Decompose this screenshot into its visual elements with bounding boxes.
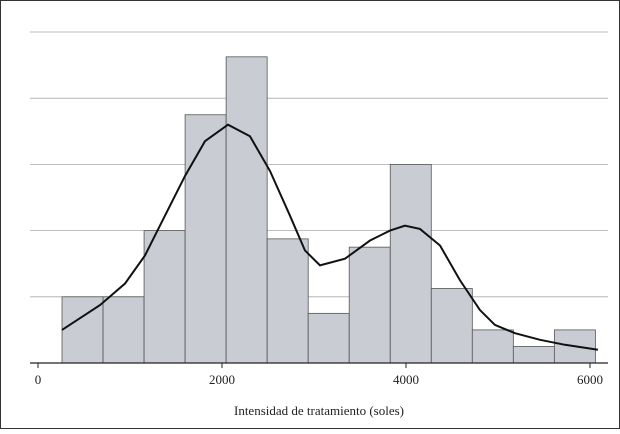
density-curve <box>61 123 599 351</box>
bar <box>512 346 555 364</box>
bar <box>348 246 391 364</box>
bar <box>430 288 473 364</box>
x-tick-label: 4000 <box>393 372 419 387</box>
bar <box>143 230 186 364</box>
bar <box>266 238 309 364</box>
x-tick-label: 6000 <box>577 372 603 387</box>
bar <box>225 56 268 364</box>
x-tick-label: 0 <box>35 372 42 387</box>
bar <box>102 296 145 364</box>
bar <box>389 163 432 364</box>
x-tick-label: 2000 <box>209 372 235 387</box>
bar <box>471 329 514 364</box>
bar <box>307 312 350 364</box>
x-axis-label: Intensidad de tratamiento (soles) <box>234 403 404 418</box>
bar <box>184 114 227 364</box>
